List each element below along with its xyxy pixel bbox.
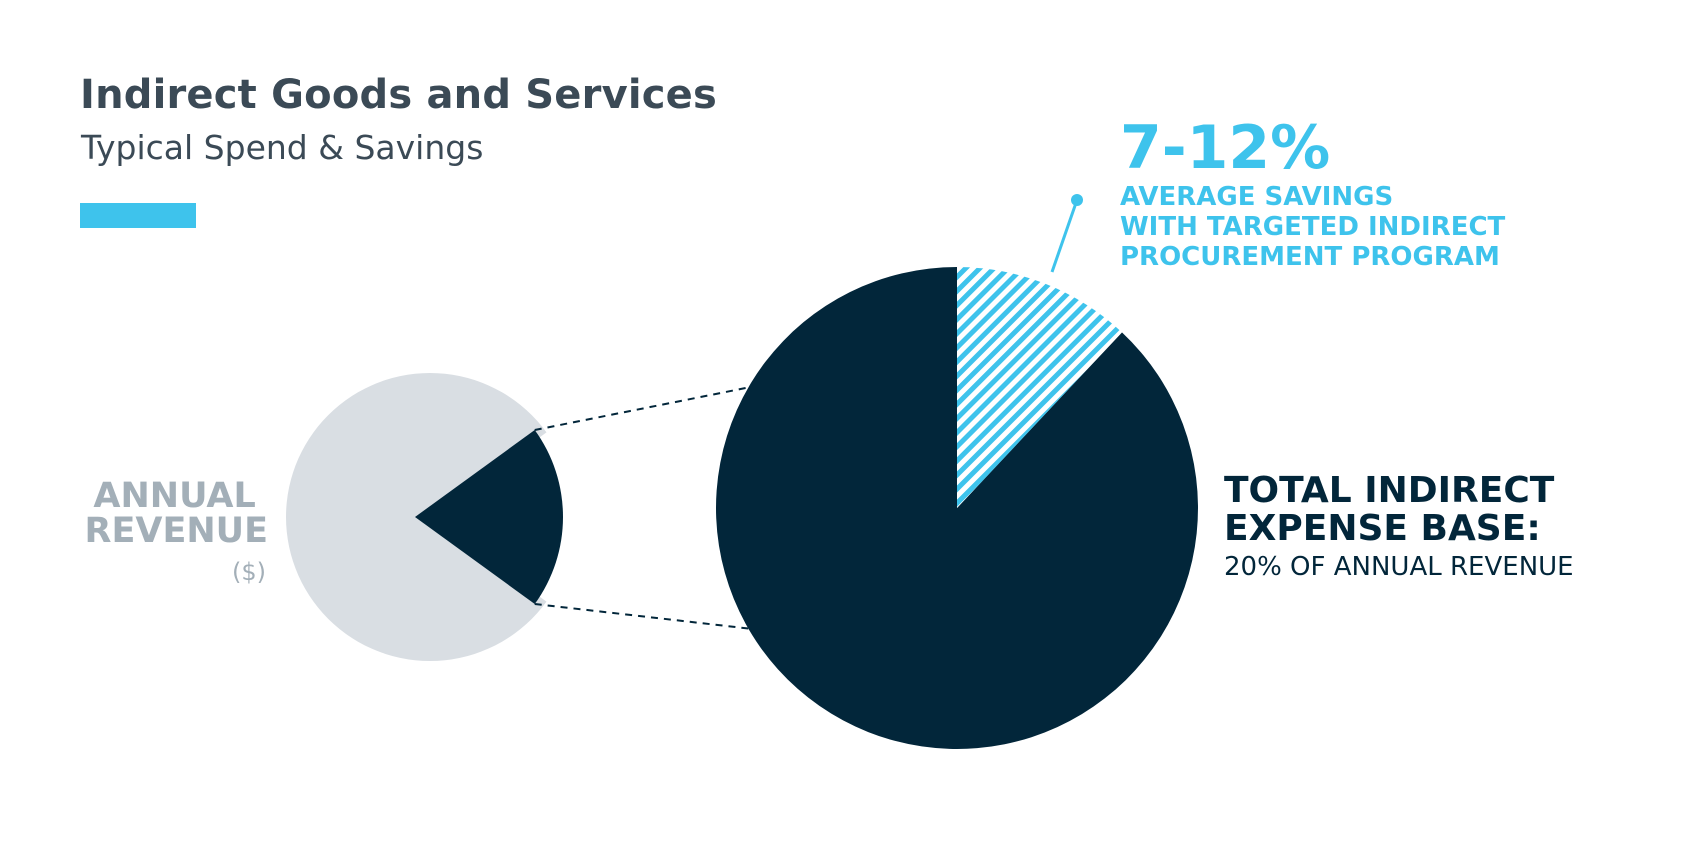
expense-base-subtitle: 20% OF ANNUAL REVENUE [1224,552,1574,582]
expense-base-label: TOTAL INDIRECT EXPENSE BASE: [1224,470,1567,549]
expense-base-label-line2: EXPENSE BASE: [1224,508,1541,549]
expense-slice-savings [957,267,1122,508]
connector-line-top [534,386,749,431]
savings-description-line3: PROCUREMENT PROGRAM [1120,242,1500,272]
expense-pie [716,267,1198,749]
savings-value: 7-12% [1120,113,1330,183]
page-title: Indirect Goods and Services [80,72,718,118]
expense-base-label-line1: TOTAL INDIRECT [1224,470,1555,511]
connector-line-bottom [534,602,749,630]
page-subtitle: Typical Spend & Savings [81,128,484,167]
revenue-label-line1: ANNUAL [93,476,255,516]
revenue-pie [286,372,563,662]
callout-pointer-line [1050,199,1079,273]
accent-bar [80,203,196,228]
savings-description: AVERAGE SAVINGS WITH TARGETED INDIRECT P… [1120,182,1514,272]
callout-pointer-dot [1071,194,1083,206]
revenue-slice-indirect [415,430,563,604]
savings-description-line1: AVERAGE SAVINGS [1120,182,1393,212]
revenue-label: ANNUAL REVENUE [85,476,268,551]
revenue-unit-label: ($) [232,558,266,586]
savings-description-line2: WITH TARGETED INDIRECT [1120,212,1506,242]
revenue-label-line2: REVENUE [85,511,268,551]
